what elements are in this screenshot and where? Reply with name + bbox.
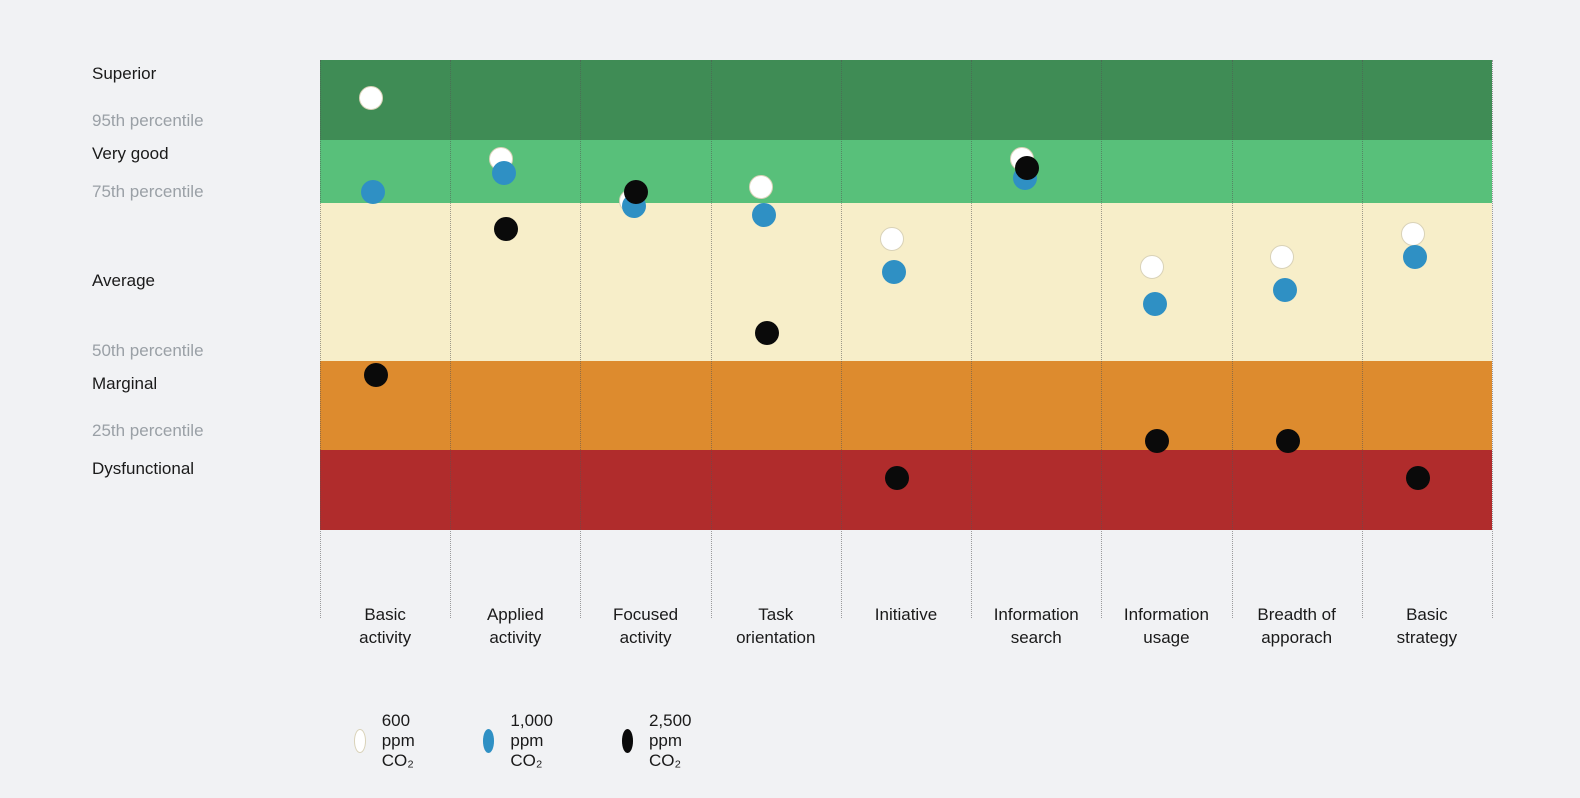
y-axis-label: 25th percentile bbox=[92, 421, 204, 441]
column-separator bbox=[1362, 60, 1363, 618]
data-point bbox=[1401, 222, 1425, 246]
column-separator bbox=[841, 60, 842, 618]
x-axis-label: Basicstrategy bbox=[1362, 604, 1492, 650]
legend-marker bbox=[354, 729, 366, 753]
data-point bbox=[359, 86, 383, 110]
column-separator bbox=[580, 60, 581, 618]
column-separator bbox=[1492, 60, 1493, 618]
data-point bbox=[882, 260, 906, 284]
data-point bbox=[492, 161, 516, 185]
column-separator bbox=[1101, 60, 1102, 618]
data-point bbox=[749, 175, 773, 199]
data-point bbox=[755, 321, 779, 345]
data-point bbox=[1273, 278, 1297, 302]
data-point bbox=[1140, 255, 1164, 279]
legend-item: 600 ppm CO₂ bbox=[354, 711, 427, 771]
data-point bbox=[880, 227, 904, 251]
performance-band bbox=[320, 450, 1492, 530]
data-point bbox=[752, 203, 776, 227]
data-point bbox=[1406, 466, 1430, 490]
plot-area bbox=[320, 60, 1492, 530]
data-point bbox=[1015, 156, 1039, 180]
data-point bbox=[494, 217, 518, 241]
data-point bbox=[1145, 429, 1169, 453]
x-axis-label: Taskorientation bbox=[711, 604, 841, 650]
data-point bbox=[885, 466, 909, 490]
legend-item: 2,500 ppm CO₂ bbox=[622, 711, 705, 771]
column-separator bbox=[320, 60, 321, 618]
y-axis-label: Marginal bbox=[92, 374, 157, 394]
legend: 600 ppm CO₂ 1,000 ppm CO₂ 2,500 ppm CO₂ bbox=[354, 711, 704, 771]
data-point bbox=[1403, 245, 1427, 269]
column-separator bbox=[450, 60, 451, 618]
y-axis-label: 50th percentile bbox=[92, 341, 204, 361]
column-separator bbox=[971, 60, 972, 618]
x-axis-label: Informationsearch bbox=[971, 604, 1101, 650]
y-axis-label: 75th percentile bbox=[92, 182, 204, 202]
performance-band bbox=[320, 60, 1492, 140]
x-axis-label: Appliedactivity bbox=[450, 604, 580, 650]
legend-label: 600 ppm CO₂ bbox=[382, 711, 427, 771]
data-point bbox=[364, 363, 388, 387]
data-point bbox=[1276, 429, 1300, 453]
legend-item: 1,000 ppm CO₂ bbox=[483, 711, 566, 771]
y-axis-label: Dysfunctional bbox=[92, 459, 194, 479]
x-axis-label: Informationusage bbox=[1101, 604, 1231, 650]
legend-marker bbox=[483, 729, 494, 753]
performance-band bbox=[320, 361, 1492, 450]
column-separator bbox=[711, 60, 712, 618]
column-separator bbox=[1232, 60, 1233, 618]
y-axis-label: 95th percentile bbox=[92, 111, 204, 131]
legend-label: 1,000 ppm CO₂ bbox=[510, 711, 565, 771]
legend-marker bbox=[622, 729, 633, 753]
y-axis-label: Superior bbox=[92, 64, 156, 84]
data-point bbox=[1270, 245, 1294, 269]
legend-label: 2,500 ppm CO₂ bbox=[649, 711, 704, 771]
y-axis-label: Very good bbox=[92, 144, 169, 164]
x-axis-label: Initiative bbox=[841, 604, 971, 627]
x-axis-label: Basicactivity bbox=[320, 604, 450, 650]
y-axis-label: Average bbox=[92, 271, 155, 291]
data-point bbox=[1143, 292, 1167, 316]
data-point bbox=[624, 180, 648, 204]
x-axis-label: Breadth ofapporach bbox=[1232, 604, 1362, 650]
data-point bbox=[361, 180, 385, 204]
x-axis-label: Focusedactivity bbox=[580, 604, 710, 650]
